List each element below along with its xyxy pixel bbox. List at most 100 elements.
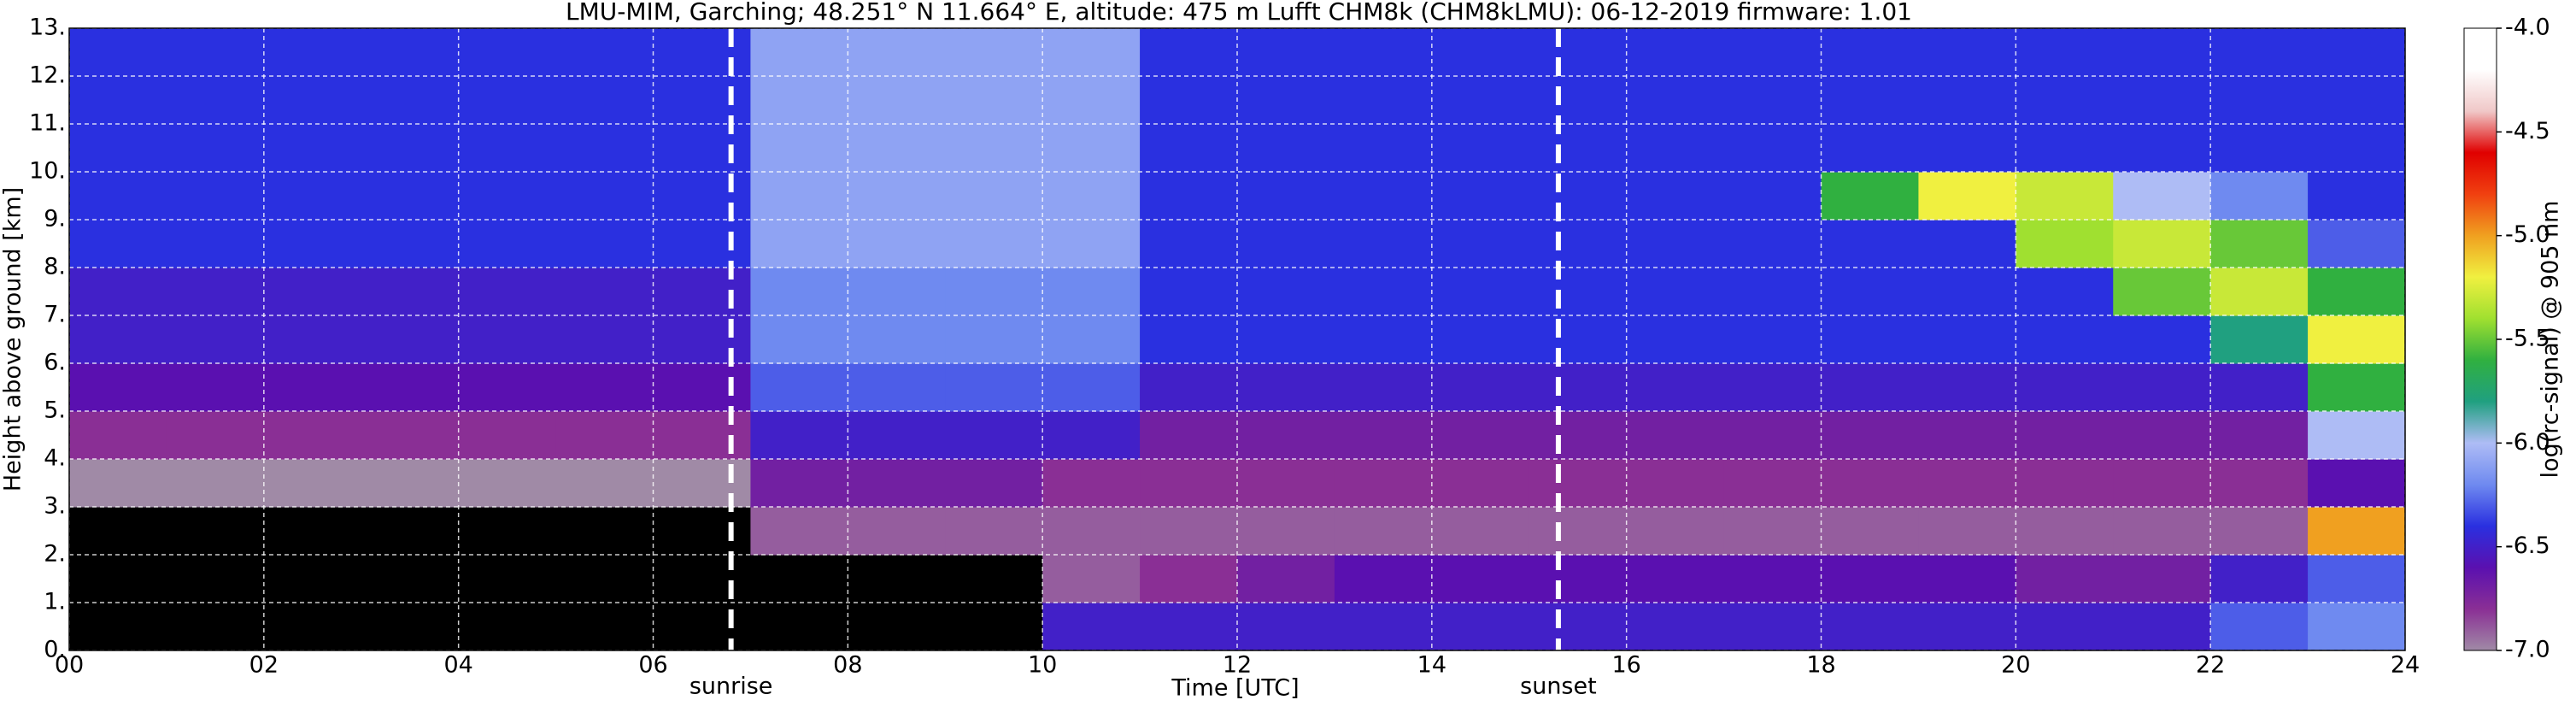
heatmap-cell xyxy=(361,76,460,125)
heatmap-cell xyxy=(1918,555,2016,603)
heatmap-cell xyxy=(2016,172,2114,221)
heatmap-cell xyxy=(1431,363,1530,412)
chart-title: LMU-MIM, Garching; 48.251° N 11.664° E, … xyxy=(566,0,1912,26)
heatmap-cell xyxy=(1237,555,1335,603)
heatmap-cell xyxy=(166,172,265,221)
heatmap-cell xyxy=(1529,76,1628,125)
colorbar-tick-label: -6.5 xyxy=(2505,532,2550,559)
heatmap-cell xyxy=(2016,124,2114,173)
heatmap-cell xyxy=(263,603,362,651)
heatmap-cell xyxy=(1626,603,1725,651)
heatmap-cell xyxy=(2016,268,2114,316)
heatmap-cell xyxy=(2016,411,2114,460)
heatmap-cell xyxy=(1334,315,1433,364)
heatmap-cell xyxy=(69,603,167,651)
heatmap-cell xyxy=(945,555,1043,603)
heatmap-cell xyxy=(2016,459,2114,508)
heatmap-cell xyxy=(2210,268,2309,316)
heatmap-cell xyxy=(2210,555,2309,603)
heatmap-cell xyxy=(1918,459,2016,508)
y-tick-label: 11. xyxy=(29,110,66,137)
heatmap-cell xyxy=(458,363,557,412)
heatmap-cell xyxy=(263,555,362,603)
heatmap-cell xyxy=(555,315,654,364)
heatmap-cell xyxy=(1918,268,2016,316)
heatmap-cell xyxy=(361,315,460,364)
heatmap-cell xyxy=(263,76,362,125)
heatmap-cell xyxy=(458,220,557,268)
heatmap-cell xyxy=(69,28,167,77)
heatmap-cell xyxy=(750,268,848,316)
heatmap-cell xyxy=(2113,507,2211,556)
y-tick-label: 7. xyxy=(44,302,66,328)
heatmap-cell xyxy=(166,459,265,508)
heatmap-cell xyxy=(750,315,848,364)
heatmap-cell xyxy=(1042,268,1141,316)
heatmap-cell xyxy=(1042,172,1141,221)
heatmap-cell xyxy=(2308,76,2406,125)
heatmap-cell xyxy=(2210,76,2309,125)
heatmap-cell xyxy=(361,459,460,508)
heatmap-cell xyxy=(458,507,557,556)
heatmap-cell xyxy=(1431,220,1530,268)
heatmap-cell xyxy=(263,459,362,508)
heatmap-cell xyxy=(1626,459,1725,508)
heatmap-cell xyxy=(2308,124,2406,173)
heatmap-cell xyxy=(1626,315,1725,364)
heatmap-cell xyxy=(2113,76,2211,125)
x-tick-label: 20 xyxy=(2001,652,2030,679)
heatmap-cell xyxy=(458,411,557,460)
heatmap-cell xyxy=(653,220,751,268)
heatmap-cell xyxy=(361,268,460,316)
heatmap-cell xyxy=(1529,411,1628,460)
heatmap-cell xyxy=(2308,268,2406,316)
heatmap-cell xyxy=(263,220,362,268)
heatmap-cell xyxy=(2308,28,2406,77)
heatmap-cell xyxy=(1431,76,1530,125)
colorbar xyxy=(2463,27,2497,651)
heatmap-cell xyxy=(2210,28,2309,77)
y-tick-label: 13. xyxy=(29,15,66,41)
heatmap-cell xyxy=(1821,172,1919,221)
x-tick-label: 04 xyxy=(443,652,472,679)
heatmap-cell xyxy=(458,268,557,316)
heatmap-cell xyxy=(1723,459,1822,508)
heatmap-cell xyxy=(1334,411,1433,460)
colorbar-tick-label: -7.0 xyxy=(2505,637,2550,663)
heatmap-cell xyxy=(555,363,654,412)
reference-label: sunrise xyxy=(689,674,773,700)
heatmap-cell xyxy=(750,555,848,603)
x-tick-label: 22 xyxy=(2196,652,2225,679)
heatmap-cell xyxy=(1723,172,1822,221)
heatmap-cell xyxy=(1042,459,1141,508)
heatmap-cell xyxy=(1140,459,1238,508)
heatmap-cell xyxy=(2113,268,2211,316)
heatmap-cell xyxy=(848,507,946,556)
heatmap-cell xyxy=(750,220,848,268)
heatmap-cell xyxy=(848,220,946,268)
heatmap-cell xyxy=(1723,76,1822,125)
heatmap-cell xyxy=(653,28,751,77)
heatmap-cell xyxy=(1626,268,1725,316)
heatmap-cell xyxy=(1626,507,1725,556)
heatmap-cell xyxy=(945,411,1043,460)
heatmap-cell xyxy=(2308,411,2406,460)
heatmap-cell xyxy=(1723,555,1822,603)
heatmap-cell xyxy=(945,268,1043,316)
colorbar-tick-label: -5.5 xyxy=(2505,326,2550,352)
heatmap-cell xyxy=(263,315,362,364)
heatmap-cell xyxy=(2308,220,2406,268)
heatmap-cell xyxy=(1723,603,1822,651)
heatmap-cell xyxy=(1042,363,1141,412)
heatmap-cell xyxy=(1042,603,1141,651)
heatmap-cell xyxy=(1334,459,1433,508)
heatmap-cell xyxy=(1529,124,1628,173)
heatmap-cell xyxy=(1042,315,1141,364)
heatmap-cell xyxy=(1529,268,1628,316)
heatmap-cell xyxy=(555,555,654,603)
heatmap-cell xyxy=(166,363,265,412)
heatmap-cell xyxy=(1431,124,1530,173)
heatmap-cell xyxy=(2113,459,2211,508)
heatmap-cell xyxy=(750,124,848,173)
